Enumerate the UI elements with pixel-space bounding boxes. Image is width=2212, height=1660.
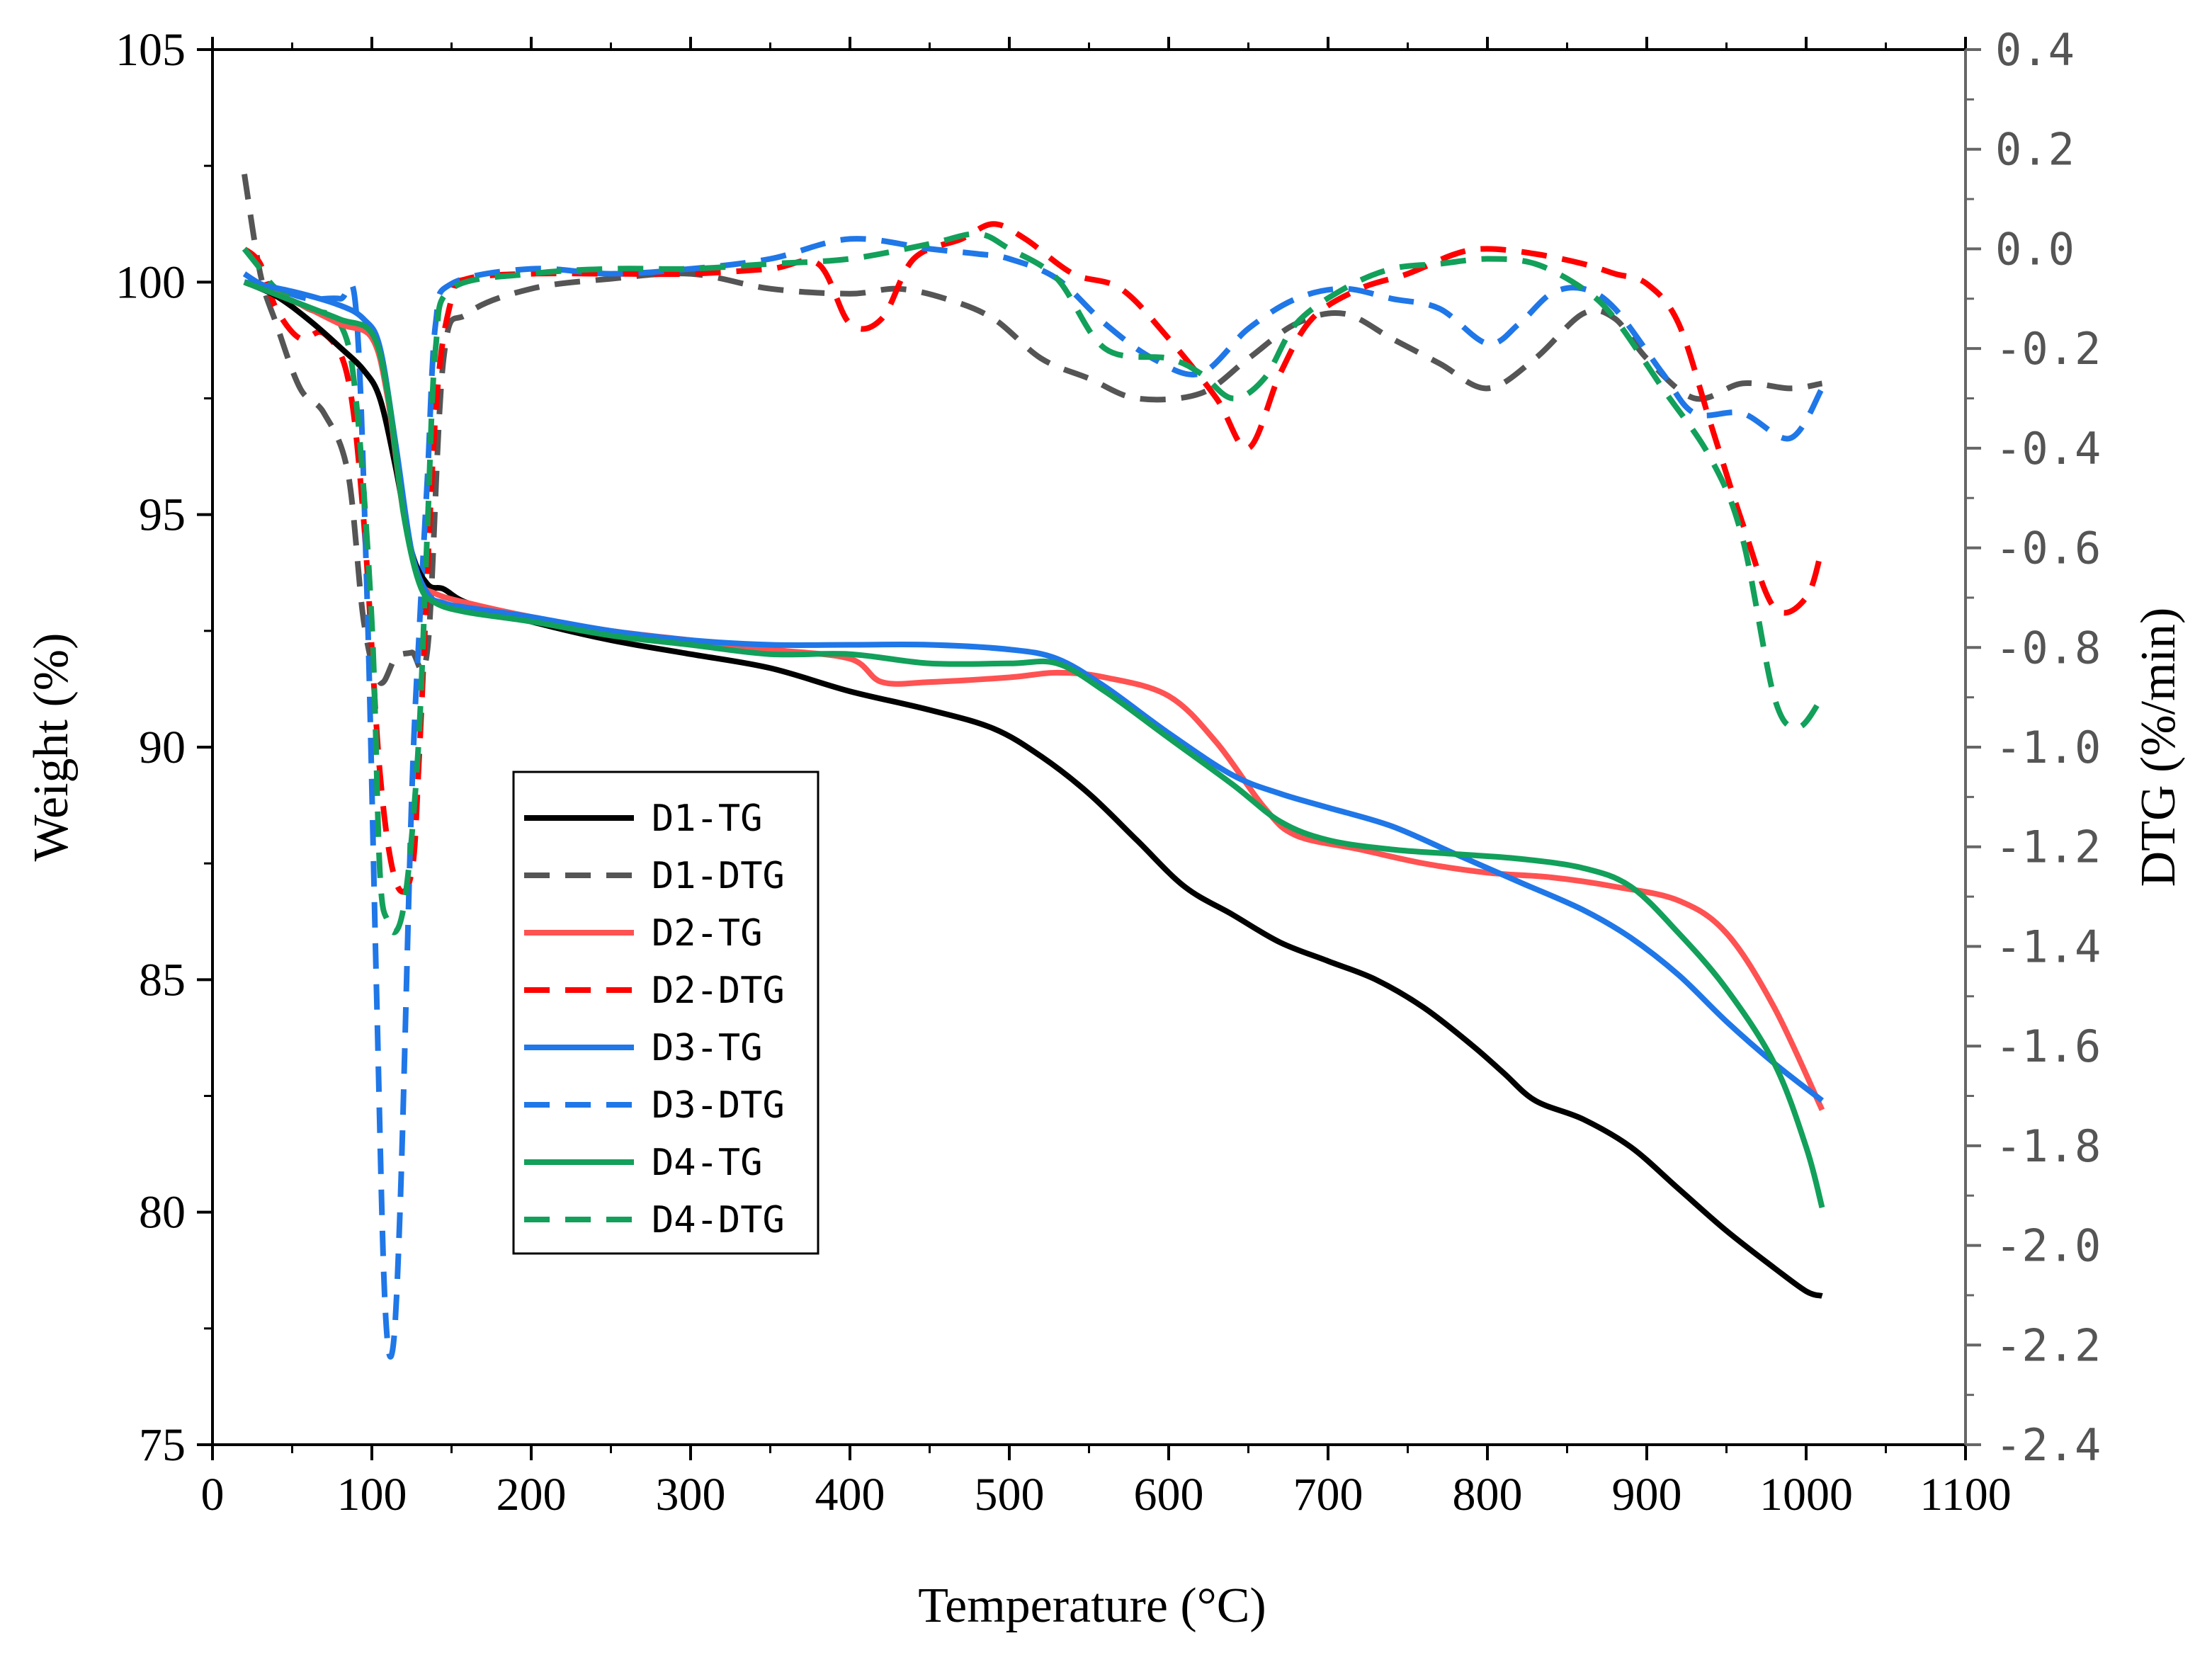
x-tick-label: 200 <box>497 1469 567 1520</box>
legend-label-d4-dtg: D4-DTG <box>652 1199 785 1241</box>
y-right-tick-label: -1.4 <box>1995 921 2101 972</box>
y-right-tick-label: -0.8 <box>1995 622 2101 673</box>
legend-label-d3-tg: D3-TG <box>652 1027 763 1069</box>
series-d1-dtg-line <box>242 174 1823 686</box>
y-right-tick-label: -1.0 <box>1995 722 2101 773</box>
y-left-tick-label: 95 <box>139 489 186 541</box>
y-right-tick-label: -2.2 <box>1995 1319 2101 1371</box>
y-right-tick-label: -1.2 <box>1995 822 2101 873</box>
y-right-tick-label: 0.2 <box>1995 124 2075 176</box>
legend: D1-TG D1-DTG D2-TG D2-DTG D3-TG D3-DTG D4-TG D4… <box>512 771 819 1255</box>
x-tick-label: 500 <box>975 1469 1045 1520</box>
y-left-tick-label: 90 <box>139 722 186 773</box>
y-right-axis-title: DTG (%/min) <box>2131 608 2186 887</box>
x-axis-title: Temperature (°C) <box>918 1579 1266 1633</box>
y-left-tick-label: 80 <box>139 1187 186 1239</box>
y-right-tick-label: -1.6 <box>1995 1021 2101 1072</box>
x-tick-label: 600 <box>1134 1469 1204 1520</box>
x-tick-label: 300 <box>656 1469 726 1520</box>
x-tick-label: 400 <box>815 1469 885 1520</box>
y-right-tick-label: -2.0 <box>1995 1220 2101 1272</box>
y-left-tick-label: 105 <box>115 24 186 76</box>
y-right-tick-label: 0.4 <box>1995 24 2075 76</box>
legend-label-d3-dtg: D3-DTG <box>652 1084 785 1127</box>
x-tick-label: 1000 <box>1759 1469 1853 1520</box>
x-tick-label: 100 <box>337 1469 407 1520</box>
y-left-tick-label: 100 <box>115 256 186 308</box>
y-left-axis-title: Weight (%) <box>24 633 79 862</box>
legend-label-d1-tg: D1-TG <box>652 797 763 840</box>
y-left-tick-label: 75 <box>139 1419 186 1471</box>
series-d4-tg-line <box>243 279 1825 1209</box>
x-tick-label: 0 <box>201 1469 225 1520</box>
series-d3-dtg-line <box>242 236 1825 1360</box>
y-right-tick-label: 0.0 <box>1995 223 2075 275</box>
legend-label-d2-dtg: D2-DTG <box>652 970 785 1012</box>
y-right-tick-label: -1.8 <box>1995 1120 2101 1172</box>
y-right-tick-label: -0.4 <box>1995 423 2101 474</box>
y-right-tick-label: -0.2 <box>1995 323 2101 375</box>
legend-label-d4-tg: D4-TG <box>652 1142 763 1184</box>
y-right-tick-label: -0.6 <box>1995 523 2101 574</box>
y-left-tick-label: 85 <box>139 954 186 1006</box>
x-tick-label: 800 <box>1453 1469 1523 1520</box>
y-right-tick-label: -2.4 <box>1995 1419 2101 1471</box>
series-d2-dtg-line <box>242 221 1825 895</box>
x-tick-label: 1100 <box>1919 1469 2012 1520</box>
x-tick-label: 900 <box>1612 1469 1682 1520</box>
x-tick-label: 700 <box>1293 1469 1363 1520</box>
legend-label-d1-dtg: D1-DTG <box>652 855 785 897</box>
legend-box <box>512 771 819 1255</box>
legend-label-d2-tg: D2-TG <box>652 912 763 955</box>
